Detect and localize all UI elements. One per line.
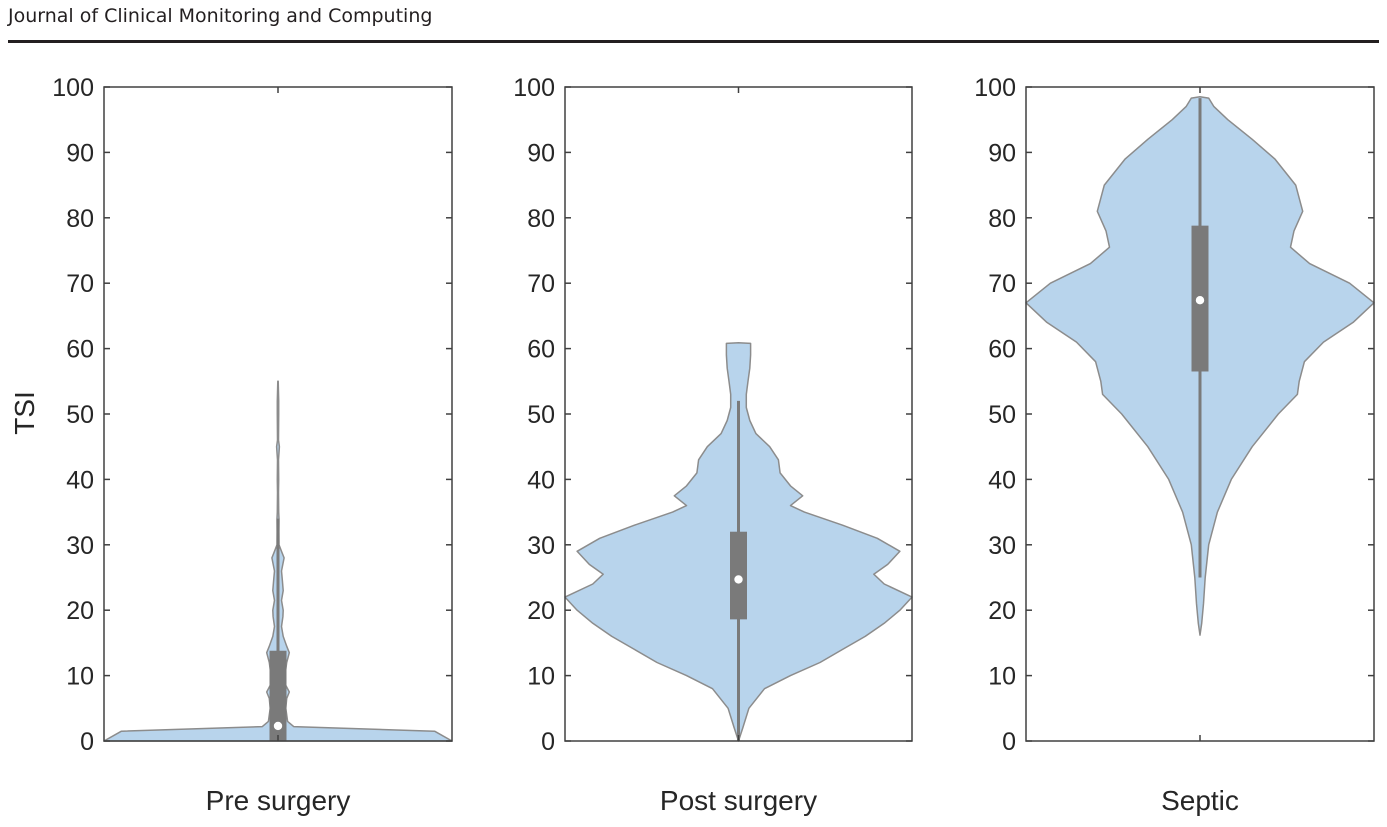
y-tick-label: 50 [988, 401, 1016, 429]
y-tick-label: 40 [66, 466, 94, 494]
y-tick-label: 90 [988, 139, 1016, 167]
y-tick-label: 70 [527, 270, 555, 298]
header-rule [8, 40, 1379, 43]
y-tick-label: 20 [527, 597, 555, 625]
y-tick-label: 30 [527, 532, 555, 560]
y-tick-label: 80 [527, 205, 555, 233]
y-tick-label: 70 [66, 270, 94, 298]
x-tick-label: Septic [1161, 785, 1239, 816]
y-tick-label: 0 [1002, 728, 1016, 756]
y-tick-label: 90 [66, 139, 94, 167]
y-tick-label: 100 [513, 74, 555, 102]
y-tick-label: 80 [66, 205, 94, 233]
y-tick-label: 50 [66, 401, 94, 429]
y-tick-label: 10 [988, 663, 1016, 691]
x-tick-label: Pre surgery [206, 785, 351, 816]
y-tick-label: 90 [527, 139, 555, 167]
y-tick-label: 70 [988, 270, 1016, 298]
y-tick-label: 50 [527, 401, 555, 429]
x-tick-label: Post surgery [660, 785, 817, 816]
y-tick-label: 60 [66, 336, 94, 364]
y-tick-label: 20 [988, 597, 1016, 625]
y-tick-label: 10 [527, 663, 555, 691]
y-tick-label: 20 [66, 597, 94, 625]
y-tick-label: 40 [988, 466, 1016, 494]
panel-2: 0 10 20 30 40 50 60 70 80 90 100 Post surgery [513, 74, 913, 816]
median-marker [1195, 296, 1205, 305]
median-marker [273, 721, 283, 731]
y-tick-label: 0 [80, 728, 94, 756]
panel-3: 0 10 20 30 40 50 60 70 80 90 100 Septic [974, 74, 1375, 816]
y-tick-label: 30 [988, 532, 1016, 560]
median-marker [734, 575, 743, 584]
iqr-box [269, 650, 287, 741]
panel-1: 0 10 20 30 40 50 60 70 80 90 100 Pre surgery [52, 74, 453, 816]
y-axis-label: TSI [9, 391, 40, 435]
y-tick-label: 80 [988, 205, 1016, 233]
y-tick-label: 100 [974, 74, 1016, 102]
y-tick-label: 30 [66, 532, 94, 560]
y-tick-label: 40 [527, 466, 555, 494]
y-tick-label: 60 [988, 336, 1016, 364]
y-tick-label: 10 [66, 663, 94, 691]
journal-header: Journal of Clinical Monitoring and Compu… [8, 5, 433, 27]
y-tick-label: 100 [52, 74, 94, 102]
y-tick-label: 60 [527, 336, 555, 364]
y-tick-label: 0 [541, 728, 555, 756]
